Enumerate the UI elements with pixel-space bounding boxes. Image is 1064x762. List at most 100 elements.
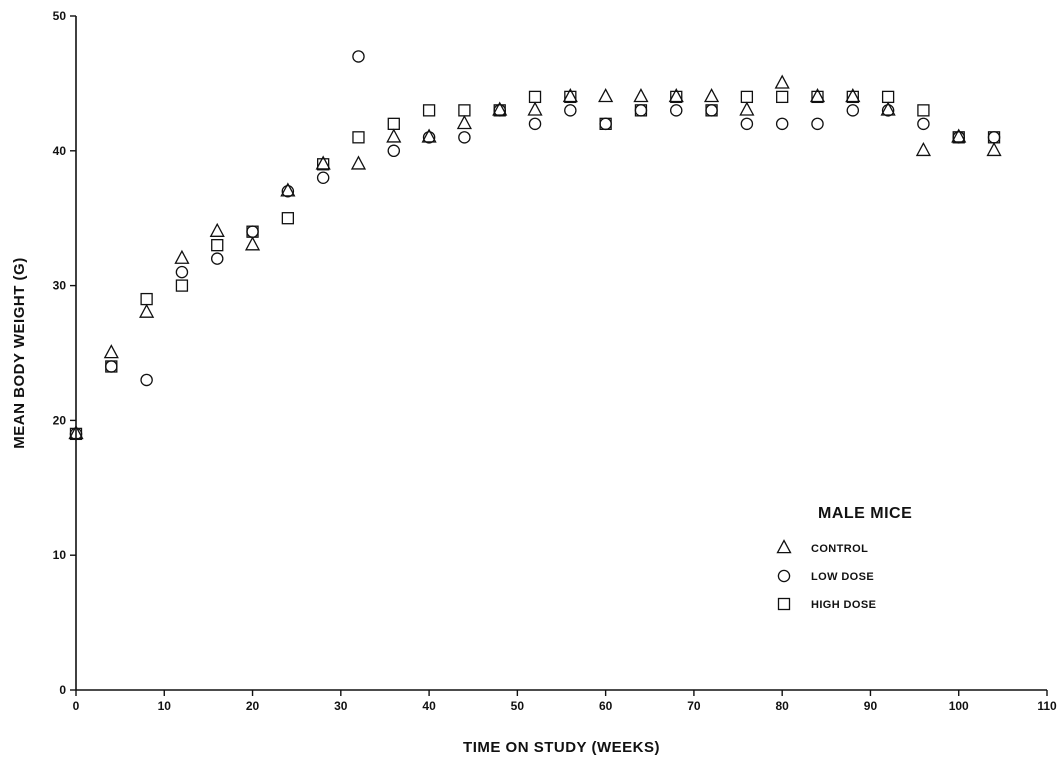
triangle-point: [845, 88, 861, 103]
triangle-point: [527, 101, 543, 116]
triangle-point: [562, 88, 578, 103]
square-point: [811, 90, 824, 104]
square-point: [105, 360, 118, 373]
y-axis-ticks: 0 10 20 30 40 50: [53, 9, 76, 697]
square-point: [387, 117, 400, 130]
triangle-point: [68, 425, 84, 440]
circle-point: [564, 104, 577, 117]
triangle-point: [809, 88, 826, 103]
triangle-point: [209, 222, 225, 237]
square-point: [528, 90, 542, 104]
legend: MALE MICE CONTROL LOW DOSE HIGH DOSE: [776, 505, 912, 611]
triangle-point: [350, 155, 367, 170]
legend-circle-icon: [777, 569, 791, 583]
axes: [75, 16, 1047, 691]
legend-title: MALE MICE: [818, 505, 912, 522]
circle-point: [210, 252, 224, 265]
y-tick-label: 10: [53, 548, 67, 562]
triangle-point: [986, 141, 1002, 157]
x-tick-label: 20: [246, 699, 260, 713]
x-tick-label: 10: [158, 699, 172, 713]
square-point: [211, 239, 224, 252]
y-tick-label: 40: [53, 144, 67, 158]
y-tick-label: 20: [53, 413, 67, 427]
square-point: [281, 212, 295, 225]
legend-square-icon: [777, 597, 791, 611]
square-point: [634, 104, 648, 117]
square-point: [917, 104, 930, 117]
y-tick-label: 50: [53, 9, 67, 23]
circle-point: [634, 104, 648, 117]
circle-point: [352, 50, 365, 63]
triangle-point: [774, 74, 790, 89]
triangle-point: [386, 128, 402, 143]
square-point: [952, 131, 965, 144]
y-axis-title: MEAN BODY WEIGHT (G): [11, 257, 28, 448]
x-axis-ticks: 0 10 20 30 40 50 60 70 80 90 100 110: [73, 690, 1057, 713]
circle-point: [458, 131, 471, 144]
triangle-point: [421, 128, 437, 143]
circle-point: [705, 104, 718, 117]
circle-point: [670, 104, 683, 117]
circle-point: [140, 373, 153, 387]
triangle-point: [598, 88, 614, 103]
y-tick-label: 0: [59, 683, 66, 697]
square-point: [881, 90, 895, 104]
square-point: [670, 90, 683, 104]
circle-point: [281, 184, 295, 198]
circle-point: [740, 117, 754, 131]
square-point: [140, 292, 153, 306]
circle-point: [387, 144, 401, 158]
x-tick-label: 110: [1037, 699, 1057, 713]
triangle-point: [103, 344, 119, 359]
square-point: [69, 427, 83, 441]
square-point: [246, 225, 259, 238]
triangle-point: [174, 249, 190, 264]
triangle-point: [315, 155, 331, 170]
triangle-point: [492, 101, 508, 116]
x-tick-label: 30: [334, 699, 348, 713]
triangle-point: [739, 101, 755, 116]
x-tick-label: 50: [511, 699, 525, 713]
square-point: [705, 104, 718, 117]
square-point: [846, 90, 859, 104]
square-point: [740, 90, 754, 104]
circle-point: [881, 104, 895, 117]
x-tick-label: 0: [73, 699, 80, 713]
triangle-point: [633, 88, 649, 103]
triangle-point: [915, 141, 932, 157]
circle-point: [422, 131, 436, 144]
circle-point: [316, 171, 330, 185]
circle-point: [987, 131, 1001, 144]
square-point: [422, 104, 436, 117]
data-points: [68, 50, 1002, 441]
circle-point: [917, 117, 930, 131]
x-tick-label: 90: [864, 699, 878, 713]
square-point: [493, 104, 506, 117]
triangle-point: [456, 114, 472, 130]
circle-point: [105, 360, 118, 373]
circle-point: [846, 104, 860, 117]
circle-point: [246, 225, 259, 238]
legend-label: CONTROL: [811, 543, 868, 555]
square-point: [317, 158, 330, 171]
circle-point: [599, 117, 612, 131]
square-point: [458, 104, 471, 117]
x-tick-label: 40: [422, 699, 436, 713]
legend-label: HIGH DOSE: [811, 599, 876, 611]
x-tick-label: 80: [776, 699, 790, 713]
series-low-dose: [69, 50, 1001, 441]
x-tick-label: 100: [949, 699, 969, 713]
y-tick-label: 30: [53, 279, 67, 293]
square-point: [987, 131, 1001, 144]
series-high-dose: [69, 90, 1001, 441]
x-tick-label: 60: [599, 699, 613, 713]
legend-label: LOW DOSE: [811, 571, 874, 583]
x-tick-label: 70: [687, 699, 701, 713]
circle-point: [175, 265, 189, 279]
triangle-point: [703, 88, 720, 103]
circle-point: [811, 117, 824, 131]
square-point: [599, 117, 612, 130]
triangle-point: [880, 101, 896, 116]
